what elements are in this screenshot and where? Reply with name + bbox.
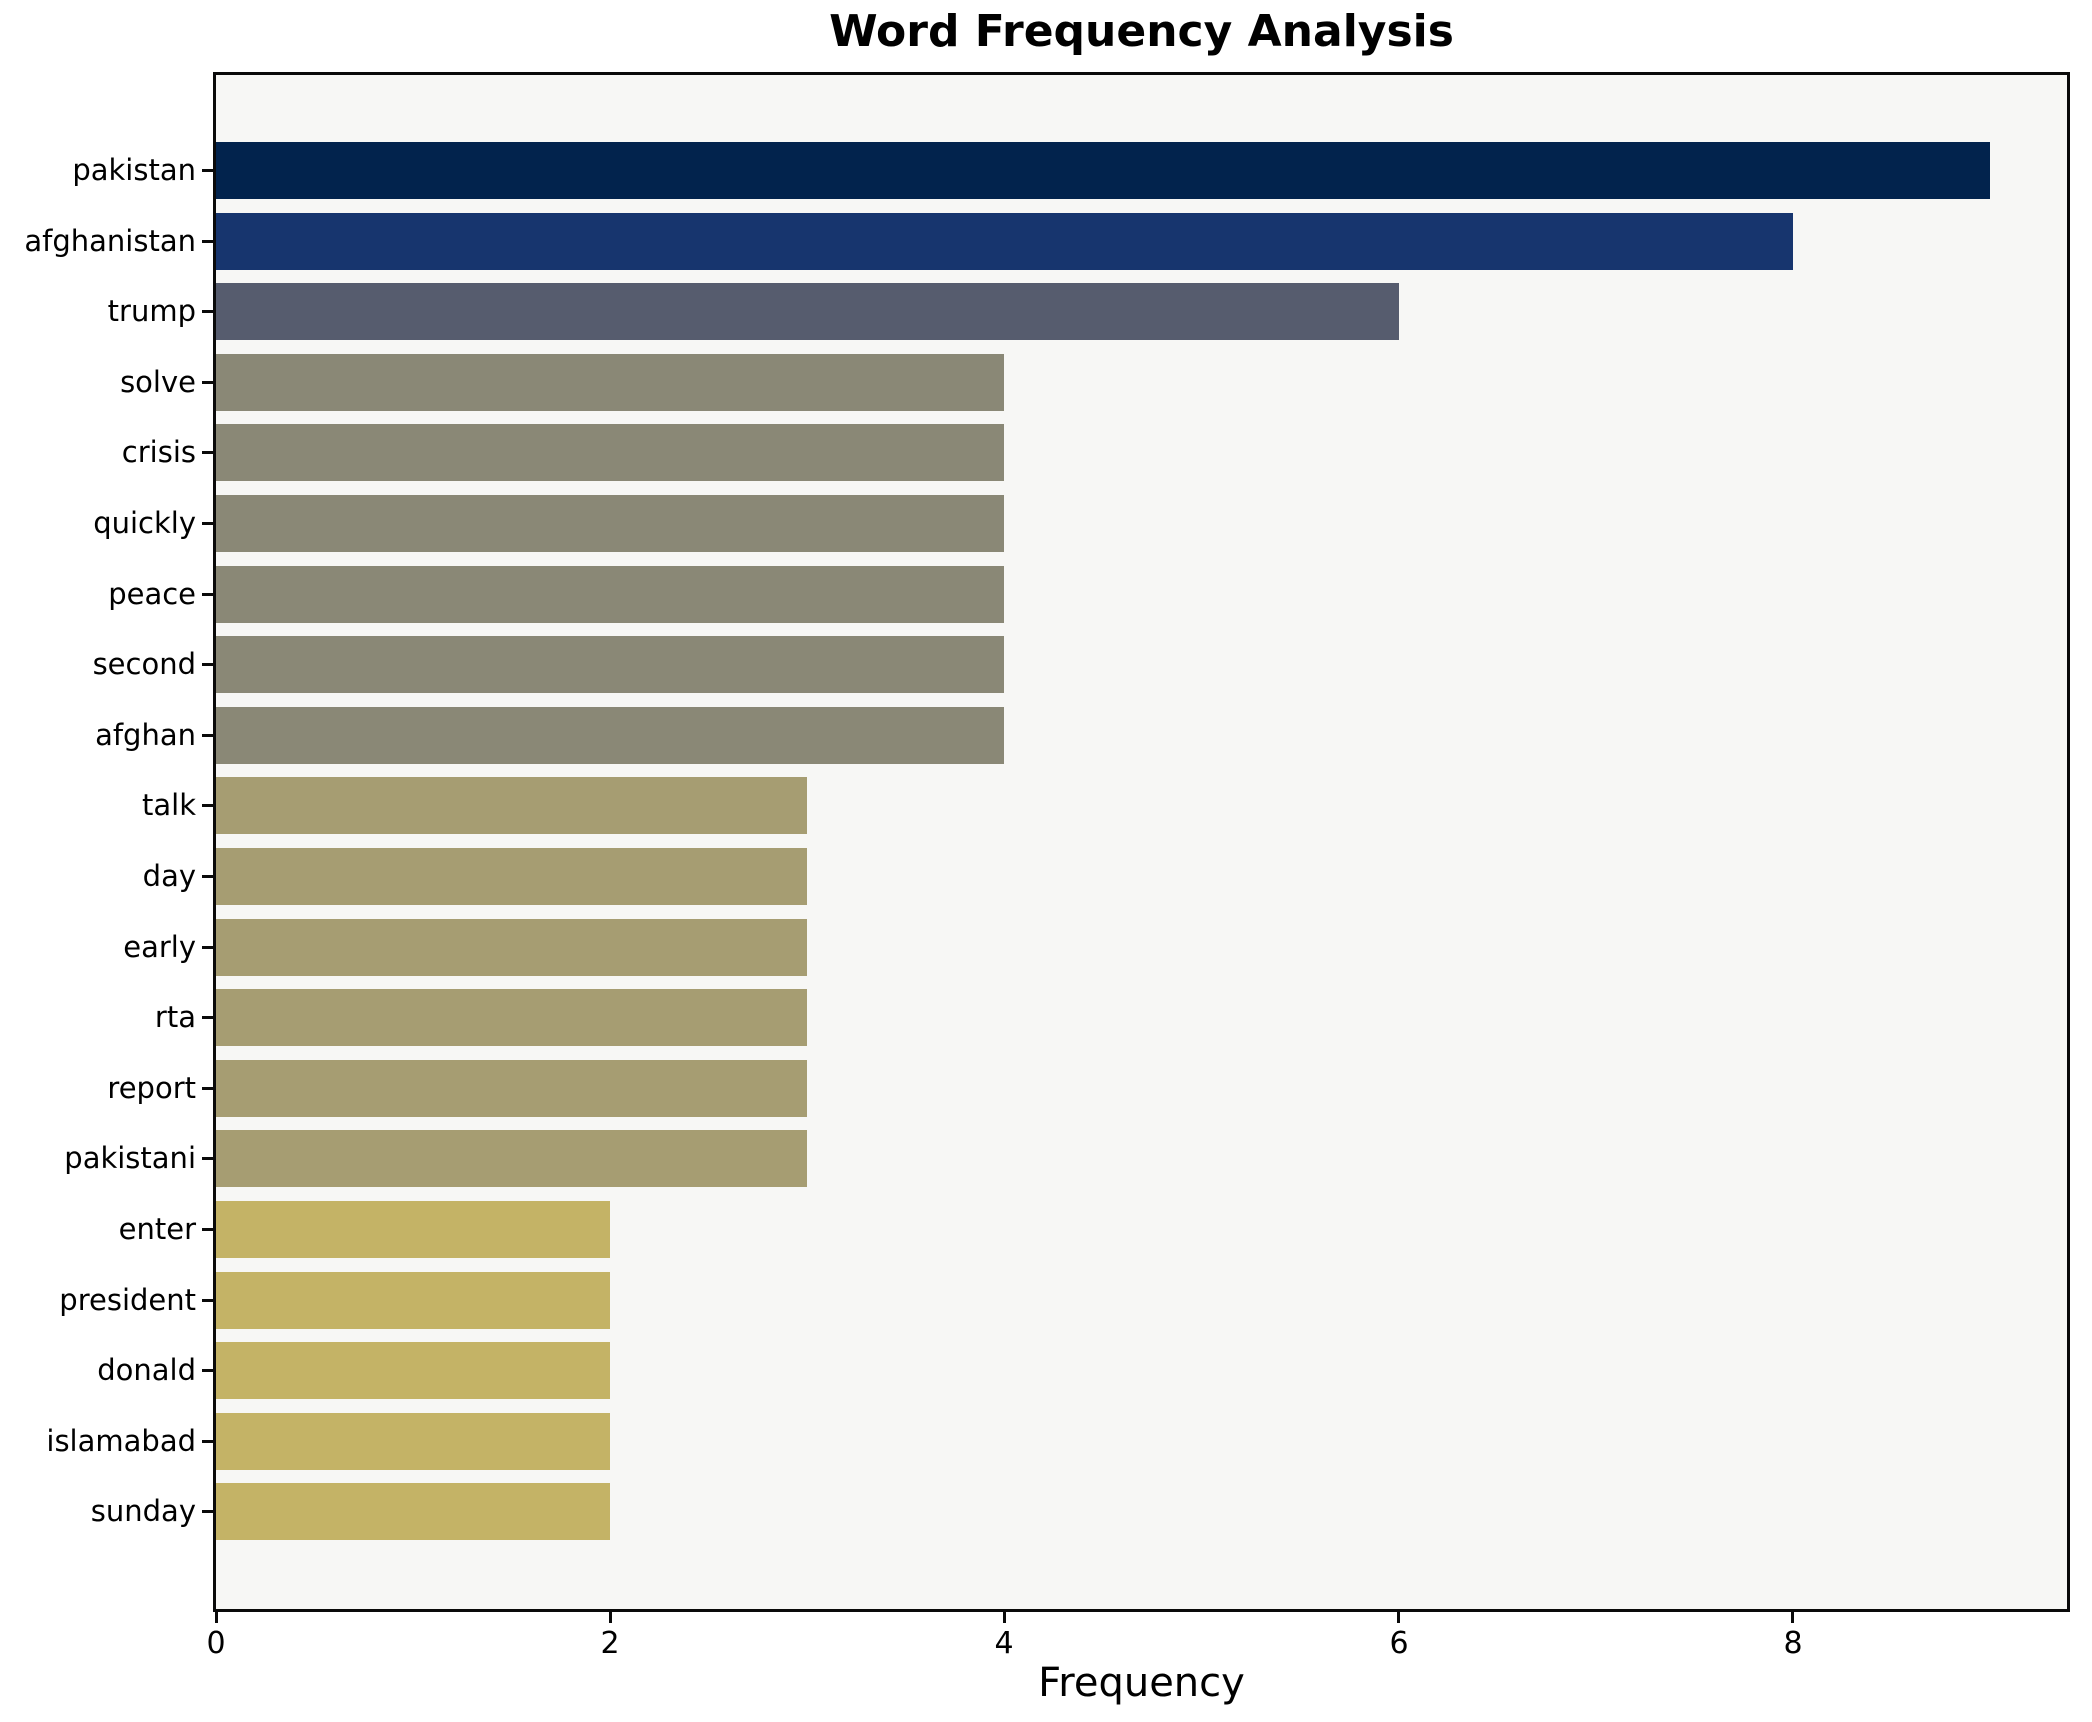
- y-tick-label-pakistani: pakistani: [64, 1141, 196, 1175]
- y-tick-label-quickly: quickly: [93, 506, 196, 540]
- y-tick-mark: [202, 804, 214, 807]
- y-tick-mark: [202, 1440, 214, 1443]
- y-tick-label-donald: donald: [97, 1353, 196, 1387]
- y-tick-mark: [202, 593, 214, 596]
- bar-talk: [216, 777, 807, 834]
- y-tick-mark: [202, 1510, 214, 1513]
- x-tick-mark: [1791, 1612, 1794, 1623]
- y-tick-mark: [202, 875, 214, 878]
- y-tick-label-president: president: [59, 1283, 196, 1317]
- bar-pakistani: [216, 1130, 807, 1187]
- y-tick-mark: [202, 1369, 214, 1372]
- x-tick-mark: [1003, 1612, 1006, 1623]
- bar-early: [216, 919, 807, 976]
- bar-crisis: [216, 424, 1004, 481]
- y-tick-mark: [202, 663, 214, 666]
- y-tick-label-second: second: [92, 647, 196, 681]
- bar-sunday: [216, 1483, 610, 1540]
- x-tick-label-6: 6: [1389, 1626, 1409, 1661]
- bar-afghan: [216, 707, 1004, 764]
- x-tick-mark: [609, 1612, 612, 1623]
- y-tick-label-sunday: sunday: [90, 1494, 196, 1528]
- y-tick-label-trump: trump: [107, 294, 196, 328]
- y-tick-label-day: day: [142, 859, 196, 893]
- y-tick-label-report: report: [107, 1071, 196, 1105]
- bar-report: [216, 1060, 807, 1117]
- x-tick-label-2: 2: [600, 1626, 620, 1661]
- y-tick-mark: [202, 522, 214, 525]
- y-tick-label-enter: enter: [118, 1212, 196, 1246]
- y-tick-label-crisis: crisis: [121, 435, 196, 469]
- y-tick-label-solve: solve: [120, 365, 196, 399]
- bar-quickly: [216, 495, 1004, 552]
- y-tick-label-peace: peace: [108, 577, 196, 611]
- bar-donald: [216, 1342, 610, 1399]
- bar-afghanistan: [216, 213, 1793, 270]
- y-tick-mark: [202, 734, 214, 737]
- y-tick-label-afghanistan: afghanistan: [24, 224, 196, 258]
- y-tick-mark: [202, 451, 214, 454]
- bar-day: [216, 848, 807, 905]
- bar-pakistan: [216, 142, 1990, 199]
- y-tick-label-afghan: afghan: [95, 718, 196, 752]
- x-tick-mark: [215, 1612, 218, 1623]
- y-tick-mark: [202, 1228, 214, 1231]
- bar-enter: [216, 1201, 610, 1258]
- y-tick-mark: [202, 1157, 214, 1160]
- y-tick-label-early: early: [123, 930, 196, 964]
- y-tick-label-rta: rta: [154, 1000, 196, 1034]
- bar-rta: [216, 989, 807, 1046]
- chart-title: Word Frequency Analysis: [829, 6, 1454, 57]
- bar-president: [216, 1272, 610, 1329]
- y-tick-label-talk: talk: [142, 788, 196, 822]
- bar-solve: [216, 354, 1004, 411]
- y-tick-mark: [202, 946, 214, 949]
- x-tick-label-4: 4: [994, 1626, 1014, 1661]
- x-tick-label-8: 8: [1783, 1626, 1803, 1661]
- x-tick-mark: [1397, 1612, 1400, 1623]
- y-tick-mark: [202, 1016, 214, 1019]
- y-tick-mark: [202, 310, 214, 313]
- bar-second: [216, 636, 1004, 693]
- y-tick-label-pakistan: pakistan: [72, 153, 196, 187]
- y-tick-label-islamabad: islamabad: [46, 1424, 196, 1458]
- y-tick-mark: [202, 240, 214, 243]
- bar-islamabad: [216, 1413, 610, 1470]
- bar-trump: [216, 283, 1399, 340]
- bar-peace: [216, 566, 1004, 623]
- x-tick-label-0: 0: [206, 1626, 226, 1661]
- y-tick-mark: [202, 1299, 214, 1302]
- y-tick-mark: [202, 381, 214, 384]
- x-axis-label: Frequency: [1038, 1660, 1245, 1706]
- y-tick-mark: [202, 1087, 214, 1090]
- y-tick-mark: [202, 169, 214, 172]
